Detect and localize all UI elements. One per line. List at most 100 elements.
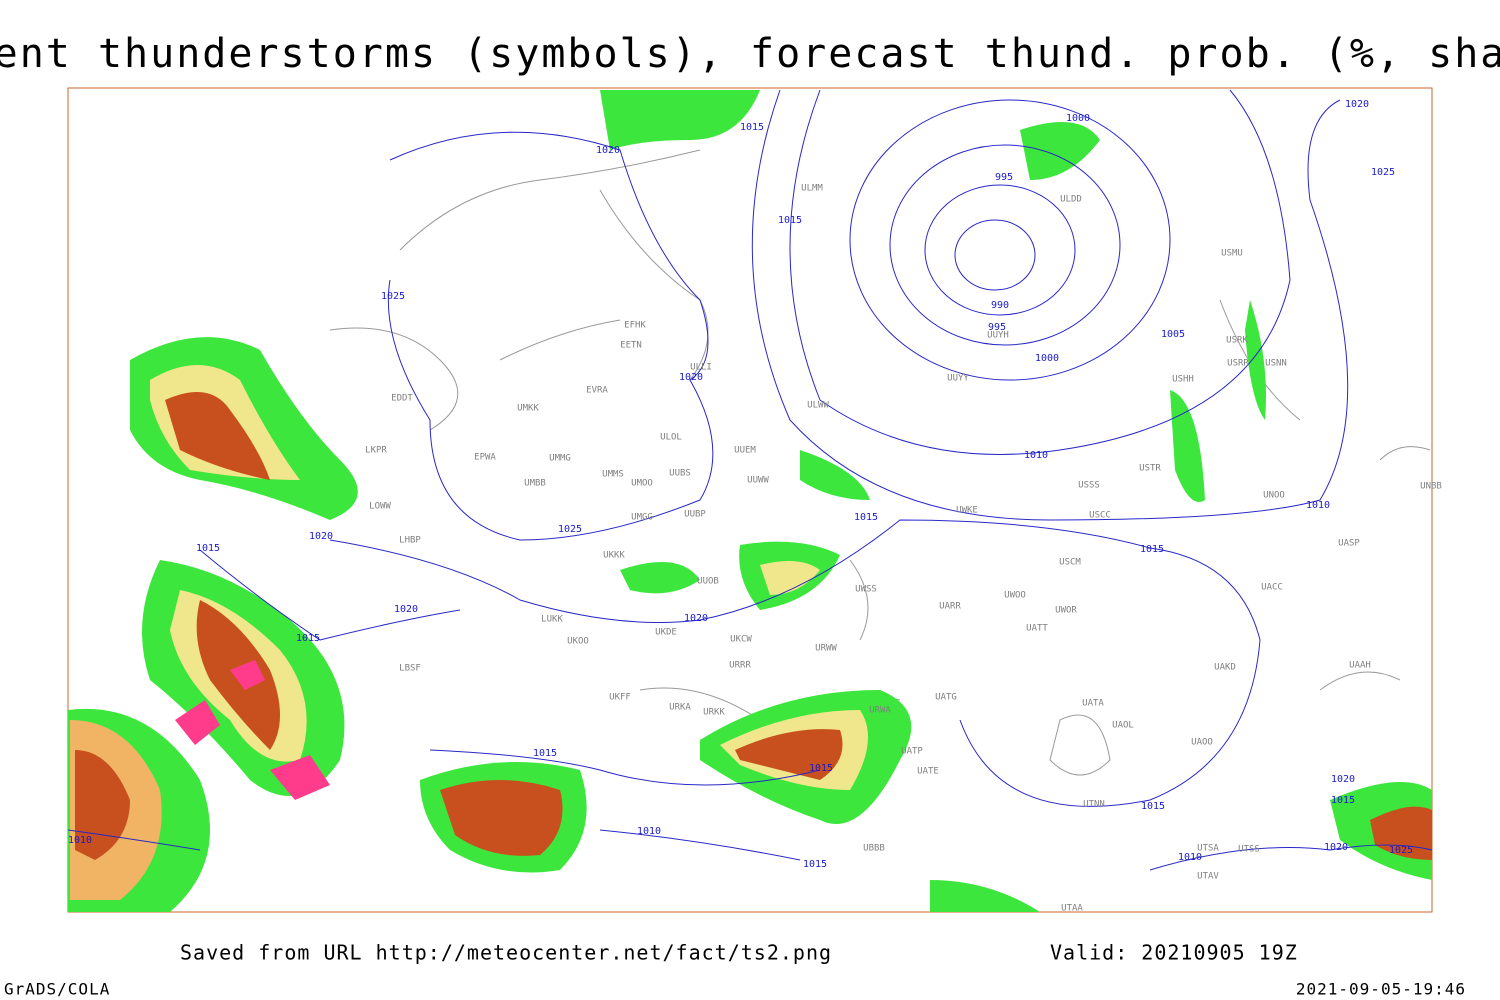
station-label: UKDE xyxy=(655,628,677,638)
station-label: UUYY xyxy=(947,374,969,384)
isobar-label: 1025 xyxy=(558,524,582,535)
station-label: UNBB xyxy=(1420,482,1442,492)
isobar-label: 1020 xyxy=(1324,842,1348,853)
station-label: USHH xyxy=(1172,375,1194,385)
isobar-label: 1015 xyxy=(1141,801,1165,812)
station-label: LUKK xyxy=(541,615,563,625)
station-label: USSS xyxy=(1078,481,1100,491)
station-label: UKFF xyxy=(609,693,631,703)
isobar-label: 1020 xyxy=(394,604,418,615)
station-label: UAOO xyxy=(1191,738,1213,748)
isobar-label: 1010 xyxy=(1178,852,1202,863)
title: Current thunderstorms (symbols), forecas… xyxy=(0,31,1500,77)
isobar-label: 1020 xyxy=(1345,99,1369,110)
station-label: URWA xyxy=(869,706,891,716)
station-label: UUBP xyxy=(684,510,706,520)
isobar-label: 1015 xyxy=(803,859,827,870)
probability-shading xyxy=(68,90,1432,912)
isobar-label: 1020 xyxy=(679,372,703,383)
station-label: UMOO xyxy=(631,479,653,489)
isobar-label: 1015 xyxy=(778,215,802,226)
station-label: UATG xyxy=(935,693,957,703)
station-label: EFHK xyxy=(624,321,646,331)
isobar-label: 1005 xyxy=(1161,329,1185,340)
isobar-label: 990 xyxy=(991,300,1009,311)
isobar-label: 1015 xyxy=(854,512,878,523)
station-label: UARR xyxy=(939,602,961,612)
isobar-label: 1020 xyxy=(684,613,708,624)
station-label: UKOO xyxy=(567,637,589,647)
isobar-label: 1015 xyxy=(1140,544,1164,555)
isobars xyxy=(67,89,1433,871)
isobar-label: 1010 xyxy=(1306,500,1330,511)
station-label: ULOL xyxy=(660,433,682,443)
source-url: Saved from URL http://meteocenter.net/fa… xyxy=(180,941,832,965)
station-label: USTR xyxy=(1139,464,1161,474)
station-label: UUBS xyxy=(669,469,691,479)
isobar-label: 1025 xyxy=(1371,167,1395,178)
station-label: URWW xyxy=(815,644,837,654)
station-label: URKA xyxy=(669,703,691,713)
software: GrADS/COLA xyxy=(4,980,110,999)
station-label: UMGG xyxy=(631,513,653,523)
station-label: URKK xyxy=(703,708,725,718)
station-label: UKKK xyxy=(603,551,625,561)
station-label: UATT xyxy=(1026,624,1048,634)
station-label: UUOB xyxy=(697,577,719,587)
station-label: EDDT xyxy=(391,394,413,404)
isobar-label: 1000 xyxy=(1035,353,1059,364)
station-label: UUEM xyxy=(734,446,756,456)
station-label: USRK xyxy=(1226,336,1248,346)
station-label: UTNN xyxy=(1083,800,1105,810)
station-label: UTSS xyxy=(1238,845,1260,855)
station-label: LOWW xyxy=(369,502,391,512)
station-label: UMMG xyxy=(549,454,571,464)
station-label: USCC xyxy=(1089,511,1111,521)
station-label: UUYH xyxy=(987,331,1009,341)
station-label: ULLI xyxy=(690,363,712,373)
isobar-label: 1015 xyxy=(809,763,833,774)
station-label: UKCW xyxy=(730,635,752,645)
timestamp: 2021-09-05-19:46 xyxy=(1296,980,1466,999)
station-label: UTAV xyxy=(1197,872,1219,882)
station-label: UMMS xyxy=(602,470,624,480)
isobar-label: 1015 xyxy=(533,748,557,759)
station-label: UASP xyxy=(1338,539,1360,549)
isobar-label: 1015 xyxy=(296,633,320,644)
station-label: UAOL xyxy=(1112,721,1134,731)
station-label: ULDD xyxy=(1060,195,1082,205)
station-label: EVRA xyxy=(586,386,608,396)
station-label: UWOR xyxy=(1055,606,1077,616)
station-label: ULWW xyxy=(807,401,829,411)
isobar-label: 1025 xyxy=(1389,845,1413,856)
station-label: USMU xyxy=(1221,249,1243,259)
isobar-label: 995 xyxy=(988,322,1006,333)
station-label: URRR xyxy=(729,661,751,671)
isobar-label: 1015 xyxy=(740,122,764,133)
station-label: LHBP xyxy=(399,536,421,546)
station-label: UAAH xyxy=(1349,661,1371,671)
station-label: UACC xyxy=(1261,583,1283,593)
isobar-label: 1015 xyxy=(196,543,220,554)
station-label: UATA xyxy=(1082,699,1104,709)
isobar-label: 1000 xyxy=(1066,113,1090,124)
isobar-label: 1010 xyxy=(1024,450,1048,461)
station-label: UMBB xyxy=(524,479,546,489)
station-label: UNOO xyxy=(1263,491,1285,501)
station-label: UATE xyxy=(917,767,939,777)
isobar-labels: 1020 1015 1000 1020 1025 995 1015 1025 990 995 100… xyxy=(68,99,1413,870)
station-label: UTAA xyxy=(1061,904,1083,914)
station-label: USCM xyxy=(1059,558,1081,568)
isobar-label: 1020 xyxy=(596,145,620,156)
station-label: UWSS xyxy=(855,585,877,595)
station-label: USRR xyxy=(1227,359,1249,369)
station-label: LKPR xyxy=(365,446,387,456)
isobar-label: 1020 xyxy=(1331,774,1355,785)
valid-time: Valid: 20210905 19Z xyxy=(1050,941,1298,965)
station-label: LBSF xyxy=(399,664,421,674)
station-label: UATP xyxy=(901,747,923,757)
isobar-label: 1015 xyxy=(1331,795,1355,806)
isobar-label: 1020 xyxy=(309,531,333,542)
station-label: UWOO xyxy=(1004,591,1026,601)
